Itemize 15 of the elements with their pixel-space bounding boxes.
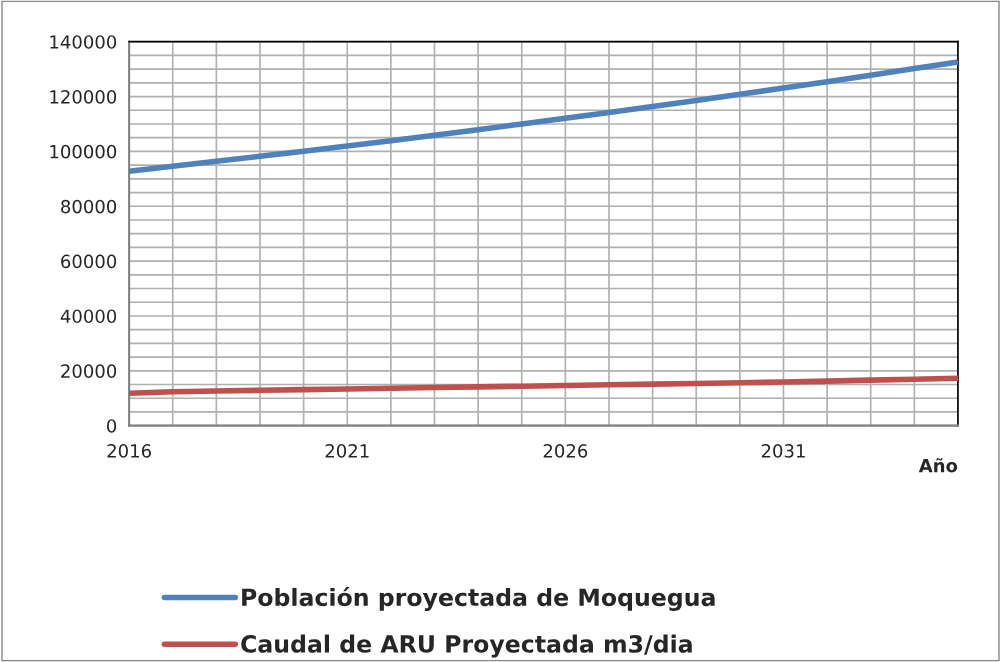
x-tick-label: 2016 [107,444,151,458]
y-tick-label: 40000 [60,309,117,324]
y-tick-label: 60000 [61,254,117,269]
x-axis-title: Año [918,458,958,473]
legend-label: Caudal de ARU Proyectada m3/dia [241,634,692,658]
x-tick-label: 2031 [761,444,805,458]
y-tick-label: 80000 [61,199,117,214]
y-tick-label: 20000 [61,364,117,378]
x-tick-label: 2021 [325,444,369,458]
y-tick-label: 100000 [50,144,117,159]
y-tick-label: 140000 [50,35,117,49]
x-tick-label: 2026 [543,444,588,458]
y-tick-label: 120000 [50,90,117,104]
legend-label: Población proyectada de Moquegua [242,586,715,611]
y-tick-label: 0 [107,419,117,433]
